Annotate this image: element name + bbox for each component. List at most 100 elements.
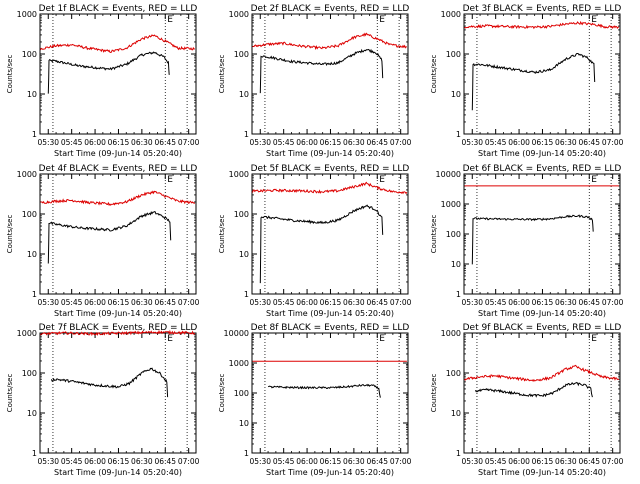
y-tick-label: 1 <box>244 449 249 458</box>
x-tick-label: 07:00 <box>602 138 624 147</box>
y-tick-label: 100 <box>234 50 249 59</box>
x-tick-label: 06:15 <box>532 457 554 466</box>
x-axis-label: Start Time (09-Jun-14 05:20:40) <box>266 309 394 318</box>
plot-frame <box>463 332 621 454</box>
y-tick-label: 10000 <box>224 329 249 338</box>
x-tick-label: 06:00 <box>84 138 106 147</box>
panel-det-3: Det 3f BLACK = Events, RED = LLD Counts/s… <box>430 4 624 158</box>
x-axis-label: Start Time (09-Jun-14 05:20:40) <box>478 149 606 158</box>
x-tick-label: 07:00 <box>178 298 200 307</box>
x-tick-label: 06:30 <box>555 138 577 147</box>
y-tick-label: 1000 <box>17 10 37 19</box>
x-tick-label: 06:15 <box>320 457 342 466</box>
panel-title: Det 5f BLACK = Events, RED = LLD <box>251 164 410 174</box>
plot-frame <box>251 332 409 454</box>
plot-frame <box>463 13 621 135</box>
x-tick-label: 05:45 <box>273 298 295 307</box>
plot-frame <box>463 173 621 295</box>
corner-label: E <box>167 175 173 185</box>
x-tick-label: 07:00 <box>178 138 200 147</box>
x-tick-label: 06:15 <box>320 138 342 147</box>
x-tick-label: 06:45 <box>366 298 388 307</box>
panel-det-2: Det 2f BLACK = Events, RED = LLD Counts/s… <box>218 4 412 158</box>
x-tick-label: 06:30 <box>343 138 365 147</box>
y-tick-label: 10 <box>27 250 37 259</box>
x-tick-label: 07:00 <box>178 457 200 466</box>
x-tick-label: 07:00 <box>390 298 412 307</box>
y-tick-label: 1 <box>456 290 461 299</box>
x-axis-label: Start Time (09-Jun-14 05:20:40) <box>54 468 182 477</box>
y-tick-label: 10 <box>27 409 37 418</box>
corner-label: E <box>591 334 597 344</box>
x-tick-label: 06:00 <box>296 298 318 307</box>
series-events-black <box>474 381 593 398</box>
y-tick-label: 1000 <box>17 329 37 338</box>
panel-title: Det 4f BLACK = Events, RED = LLD <box>39 164 198 174</box>
y-tick-label: 10 <box>451 260 461 269</box>
x-tick-label: 06:00 <box>296 138 318 147</box>
series-events-black <box>47 51 170 94</box>
corner-label: E <box>591 175 597 185</box>
y-tick-label: 100 <box>446 230 461 239</box>
series-lld-red <box>252 32 408 51</box>
panel-det-5: Det 5f BLACK = Events, RED = LLD Counts/s… <box>218 164 412 318</box>
y-tick-label: 1000 <box>441 329 461 338</box>
y-tick-label: 10 <box>239 250 249 259</box>
y-tick-label: 10 <box>451 409 461 418</box>
panel-det-4: Det 4f BLACK = Events, RED = LLD Counts/s… <box>6 164 200 318</box>
x-tick-label: 05:45 <box>485 457 507 466</box>
panel-title: Det 2f BLACK = Events, RED = LLD <box>251 4 410 14</box>
y-tick-label: 1 <box>32 449 37 458</box>
series-events-black <box>471 214 594 265</box>
x-tick-label: 07:00 <box>602 457 624 466</box>
y-tick-label: 100 <box>446 369 461 378</box>
x-tick-label: 05:30 <box>461 138 483 147</box>
x-tick-label: 06:30 <box>131 138 153 147</box>
x-tick-label: 05:30 <box>37 138 59 147</box>
x-tick-label: 05:45 <box>273 457 295 466</box>
x-tick-label: 06:30 <box>555 457 577 466</box>
x-tick-label: 06:30 <box>131 298 153 307</box>
y-tick-label: 1000 <box>441 200 461 209</box>
x-tick-label: 06:30 <box>555 298 577 307</box>
y-tick-label: 10 <box>451 90 461 99</box>
y-tick-label: 100 <box>22 50 37 59</box>
x-tick-label: 07:00 <box>390 457 412 466</box>
series-events-black <box>259 48 384 94</box>
x-tick-label: 06:00 <box>508 138 530 147</box>
x-tick-label: 05:30 <box>461 298 483 307</box>
panel-title: Det 8f BLACK = Events, RED = LLD <box>251 323 410 333</box>
x-tick-label: 06:30 <box>343 457 365 466</box>
x-tick-label: 06:45 <box>578 298 600 307</box>
y-axis-label: Counts/sec <box>6 215 14 254</box>
x-tick-label: 06:00 <box>84 457 106 466</box>
y-tick-label: 1000 <box>441 10 461 19</box>
panel-det-6: Det 6f BLACK = Events, RED = LLD Counts/s… <box>430 164 624 318</box>
x-tick-label: 05:30 <box>249 298 271 307</box>
x-tick-label: 06:30 <box>131 457 153 466</box>
corner-label: E <box>379 15 385 25</box>
y-axis-label: Counts/sec <box>6 55 14 94</box>
panel-det-8: Det 8f BLACK = Events, RED = LLD Counts/s… <box>218 323 412 477</box>
plot-frame <box>39 13 197 135</box>
y-axis-label: Counts/sec <box>6 374 14 413</box>
y-tick-label: 100 <box>446 50 461 59</box>
corner-label: E <box>167 334 173 344</box>
corner-label: E <box>379 334 385 344</box>
series-events-black <box>267 383 381 398</box>
x-tick-label: 06:45 <box>578 457 600 466</box>
y-tick-label: 10 <box>239 90 249 99</box>
x-tick-label: 05:45 <box>61 138 83 147</box>
y-tick-label: 1 <box>456 449 461 458</box>
x-tick-label: 06:15 <box>108 298 130 307</box>
x-tick-label: 05:30 <box>37 457 59 466</box>
x-tick-label: 07:00 <box>390 138 412 147</box>
x-axis-label: Start Time (09-Jun-14 05:20:40) <box>54 149 182 158</box>
x-tick-label: 05:30 <box>249 138 271 147</box>
plot-frame <box>39 332 197 454</box>
y-tick-label: 1000 <box>229 10 249 19</box>
x-tick-label: 06:30 <box>343 298 365 307</box>
series-lld-red <box>464 20 619 30</box>
